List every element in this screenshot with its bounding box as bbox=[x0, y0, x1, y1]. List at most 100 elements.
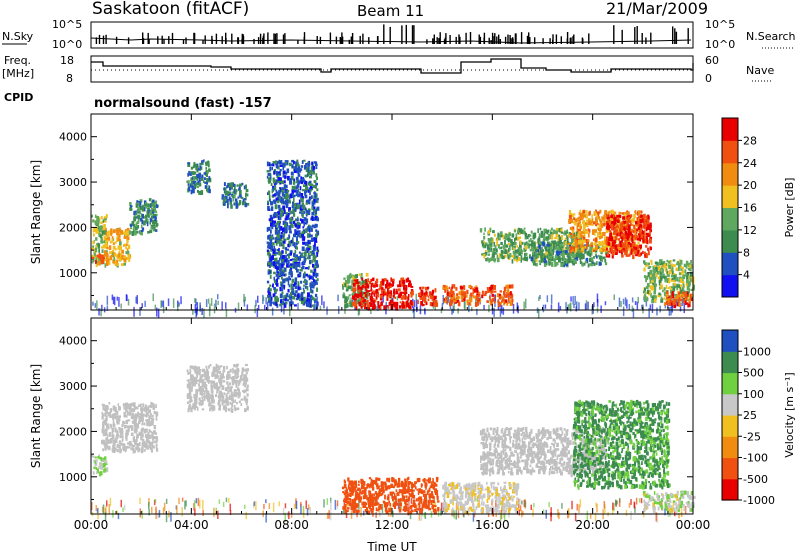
heatmap-cell bbox=[298, 272, 302, 276]
heatmap-cell bbox=[483, 254, 486, 259]
heatmap-cell bbox=[355, 279, 358, 284]
heatmap-cell bbox=[677, 268, 680, 272]
heatmap-cell bbox=[99, 462, 101, 466]
heatmap-noise-cell bbox=[409, 301, 411, 310]
heatmap-cell bbox=[316, 287, 318, 292]
heatmap-cell bbox=[363, 299, 367, 302]
heatmap-cell bbox=[370, 303, 373, 308]
heatmap-cell bbox=[284, 258, 287, 263]
heatmap-cell bbox=[292, 208, 295, 213]
heatmap-cell bbox=[118, 227, 121, 231]
heatmap-cell bbox=[620, 236, 624, 239]
heatmap-cell bbox=[102, 421, 104, 426]
heatmap-cell bbox=[130, 415, 133, 420]
heatmap-cell bbox=[579, 240, 583, 245]
heatmap-cell bbox=[637, 227, 641, 231]
heatmap-cell bbox=[684, 292, 686, 298]
heatmap-cell bbox=[283, 295, 286, 299]
heatmap-cell bbox=[272, 293, 276, 298]
heatmap-cell bbox=[444, 288, 446, 293]
heatmap-cell bbox=[492, 297, 495, 302]
heatmap-cell bbox=[488, 245, 492, 248]
heatmap-cell bbox=[530, 246, 533, 252]
heatmap-cell bbox=[566, 241, 570, 244]
heatmap-cell bbox=[304, 252, 307, 257]
heatmap-cell bbox=[573, 217, 576, 221]
heatmap-cell bbox=[224, 191, 228, 195]
heatmap-cell bbox=[379, 297, 383, 301]
heatmap-cell bbox=[138, 210, 141, 214]
heatmap-noise-cell bbox=[253, 501, 256, 506]
heatmap-cell bbox=[495, 248, 498, 252]
heatmap-cell bbox=[369, 295, 372, 301]
heatmap-noise-cell bbox=[113, 296, 116, 306]
heatmap-cell bbox=[208, 164, 210, 168]
heatmap-cell bbox=[684, 269, 687, 274]
heatmap-cell bbox=[500, 246, 503, 250]
heatmap-cell bbox=[608, 210, 612, 213]
heatmap-cell bbox=[286, 160, 289, 163]
heatmap-cell bbox=[421, 286, 425, 289]
heatmap-cell bbox=[293, 233, 295, 238]
heatmap-cell bbox=[233, 202, 235, 206]
heatmap-cell bbox=[234, 190, 237, 195]
heatmap-cell bbox=[460, 294, 463, 300]
heatmap-cell bbox=[296, 236, 298, 242]
heatmap-cell bbox=[560, 248, 563, 253]
heatmap-noise-cell bbox=[295, 500, 298, 510]
heatmap-cell bbox=[112, 434, 115, 439]
heatmap-noise-cell bbox=[195, 308, 197, 318]
heatmap-noise-cell bbox=[656, 307, 658, 316]
heatmap-cell bbox=[557, 237, 559, 241]
heatmap-cell bbox=[100, 246, 104, 249]
heatmap-cell bbox=[590, 251, 593, 256]
heatmap-cell bbox=[128, 411, 131, 416]
heatmap-cell bbox=[283, 240, 286, 244]
heatmap-cell bbox=[560, 235, 563, 240]
heatmap-cell bbox=[679, 278, 683, 283]
heatmap-cell bbox=[527, 244, 531, 249]
heatmap-noise-cell bbox=[144, 300, 146, 307]
heatmap-cell bbox=[241, 182, 244, 186]
heatmap-cell bbox=[483, 241, 485, 244]
heatmap-cell bbox=[530, 256, 534, 262]
heatmap-cell bbox=[528, 234, 531, 238]
heatmap-cell bbox=[272, 261, 276, 267]
heatmap-cell bbox=[279, 216, 281, 220]
heatmap-cell bbox=[671, 277, 674, 281]
heatmap-cell bbox=[313, 267, 317, 272]
heatmap-cell bbox=[551, 242, 554, 247]
heatmap-cell bbox=[195, 166, 198, 171]
heatmap-cell bbox=[404, 292, 407, 297]
heatmap-cell bbox=[607, 241, 611, 246]
heatmap-cell bbox=[139, 403, 143, 406]
heatmap-cell bbox=[386, 305, 389, 308]
heatmap-cell bbox=[190, 181, 193, 187]
heatmap-cell bbox=[363, 292, 366, 295]
heatmap-cell bbox=[585, 222, 588, 225]
noise-right-label: N.Search bbox=[746, 30, 796, 43]
heatmap-cell bbox=[235, 201, 238, 205]
heatmap-cell bbox=[614, 220, 617, 225]
heatmap-cell bbox=[395, 301, 399, 307]
heatmap-cell bbox=[468, 302, 471, 306]
heatmap-cell bbox=[649, 226, 652, 230]
heatmap-cell bbox=[310, 234, 313, 237]
heatmap-cell bbox=[486, 300, 489, 303]
heatmap-cell bbox=[646, 283, 650, 288]
heatmap-cell bbox=[123, 236, 127, 239]
heatmap-cell bbox=[490, 299, 492, 303]
heatmap-cell bbox=[474, 295, 477, 299]
heatmap-cell bbox=[200, 190, 204, 195]
heatmap-cell bbox=[190, 189, 193, 195]
heatmap-cell bbox=[550, 235, 554, 240]
heatmap-cell bbox=[303, 178, 305, 181]
heatmap-cell bbox=[528, 243, 532, 247]
heatmap-noise-cell bbox=[330, 500, 332, 511]
heatmap-cell bbox=[111, 236, 114, 241]
heatmap-cell bbox=[353, 275, 355, 279]
heatmap-cell bbox=[572, 262, 575, 266]
heatmap-cell bbox=[662, 273, 665, 279]
heatmap-cell bbox=[583, 238, 586, 243]
heatmap-cell bbox=[634, 249, 637, 255]
